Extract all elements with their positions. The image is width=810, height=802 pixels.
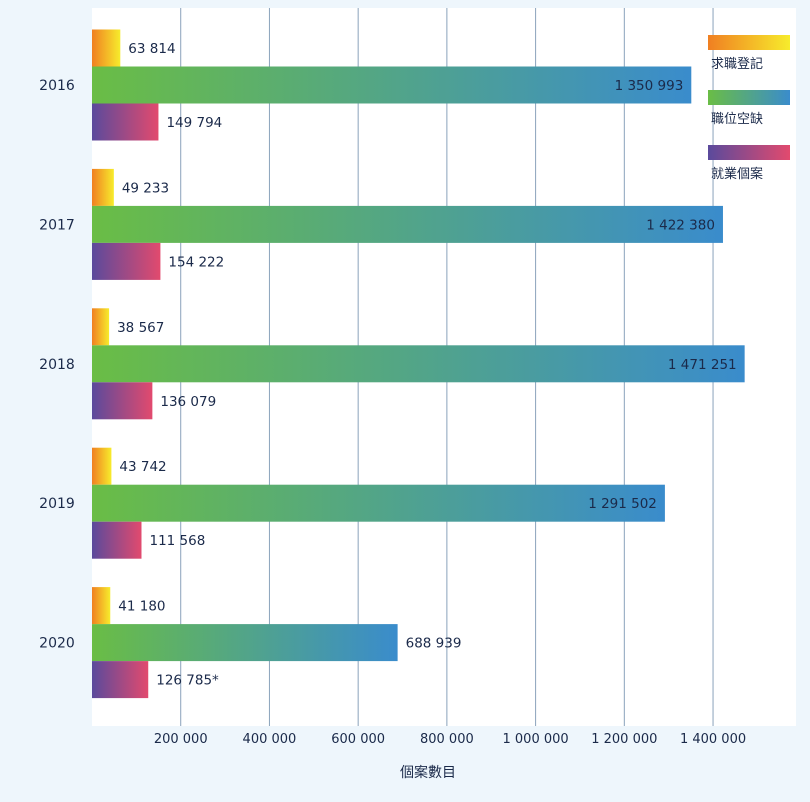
x-axis-title: 個案數目 [400,764,456,781]
vacancy-bar [92,624,398,662]
data-label: 111 568 [149,533,205,549]
data-label: 1 471 251 [668,357,737,373]
job-seeker-bar [92,168,114,206]
x-tick-label: 200 000 [154,732,208,747]
data-label: 126 785* [156,673,219,689]
data-label: 63 814 [128,41,175,57]
vacancy-bar [92,345,745,383]
legend-item-placements-label: 就業個案 [711,166,763,182]
job-seeker-bar [92,29,121,67]
legend-item-vacancies-label: 職位空缺 [711,112,763,127]
x-tick-label: 600 000 [331,732,385,747]
category-label: 2019 [39,496,75,512]
job-seeker-bar [92,447,112,485]
job-seeker-bar [92,308,110,346]
data-label: 149 794 [166,115,222,131]
category-label: 2018 [39,357,75,373]
data-label: 49 233 [122,180,169,196]
data-label: 1 422 380 [646,217,715,233]
category-labels: 2016 2017 2018 2019 2020 [39,78,75,652]
data-label: 136 079 [160,394,216,410]
legend-item-job-seekers-swatch [708,35,790,50]
legend-item-job-seekers-label: 求職登記 [711,56,763,72]
data-label: 1 291 502 [588,496,657,512]
data-label: 43 742 [119,459,166,475]
data-label: 41 180 [118,599,165,615]
legend-item-placements-swatch [708,145,790,160]
vacancy-bar [92,205,723,243]
x-tick-label: 800 000 [420,732,474,747]
category-label: 2016 [39,78,75,94]
category-label: 2020 [39,636,75,652]
legend-item-vacancies-swatch [708,90,790,105]
x-tick-label: 1 400 000 [680,732,746,747]
category-label: 2017 [39,217,75,233]
placement-bar [92,382,153,420]
data-labels: 63 814 1 350 993 149 794 49 233 1 422 380 154… [117,41,737,689]
placement-bar [92,521,142,559]
data-label: 154 222 [168,254,224,270]
vacancy-bar [92,66,692,104]
x-tick-label: 400 000 [243,732,297,747]
data-label: 688 939 [406,636,462,652]
vacancy-bar [92,484,665,522]
placement-bar [92,242,161,280]
job-seeker-bar [92,587,111,625]
placement-bar [92,103,159,141]
x-tick-label: 1 200 000 [591,732,657,747]
x-tick-labels: 200 000 400 000 600 000 800 000 1 000 000 1 2… [154,732,746,747]
x-tick-label: 1 000 000 [503,732,569,747]
data-label: 1 350 993 [615,78,684,94]
data-label: 38 567 [117,320,164,336]
placement-bar [92,661,149,699]
bars [92,29,745,699]
